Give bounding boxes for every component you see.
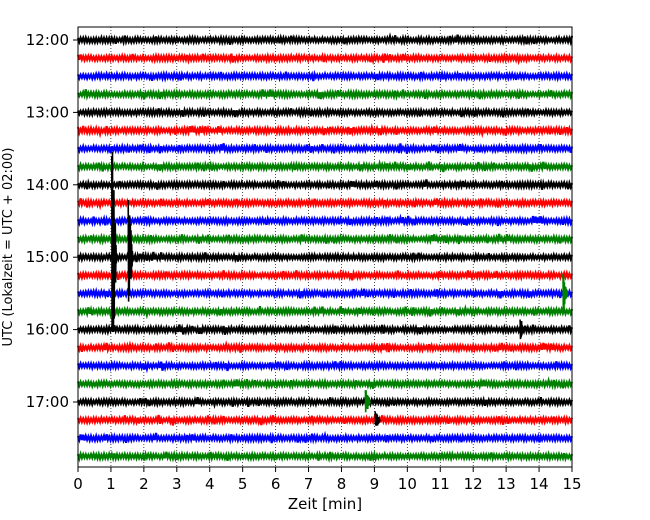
y-axis-ticks: 12:00 13:00 14:00 15:00 16:00 17:00 <box>26 31 78 411</box>
vertical-grid <box>110 27 540 467</box>
trace-line <box>76 303 574 320</box>
x-tick-label: 10 <box>398 475 417 493</box>
trace-line <box>76 69 574 83</box>
y-tick-label: 15:00 <box>26 248 69 266</box>
trace-line <box>76 51 574 66</box>
trace-line <box>76 123 574 139</box>
trace-line <box>76 395 574 410</box>
plot-frame <box>77 26 573 468</box>
trace-line <box>76 268 574 283</box>
y-tick-label: 12:00 <box>26 31 69 49</box>
x-tick-label: 11 <box>431 475 450 493</box>
trace-group <box>76 32 574 464</box>
x-tick-label: 12 <box>464 475 483 493</box>
trace-line <box>76 286 574 301</box>
x-tick-label: 6 <box>271 475 281 493</box>
trace-line <box>76 32 574 47</box>
x-tick-label: 8 <box>337 475 347 493</box>
event-spike <box>111 151 118 330</box>
x-tick-label: 5 <box>238 475 248 493</box>
x-tick-label: 7 <box>304 475 314 493</box>
event-spike <box>364 390 371 413</box>
trace-line <box>76 322 574 337</box>
x-tick-label: 9 <box>370 475 380 493</box>
y-axis-label: UTC (Lokalzeit = UTC + 02:00) <box>1 148 16 347</box>
x-tick-label: 1 <box>106 475 116 493</box>
trace-line <box>76 196 574 211</box>
x-tick-label: 13 <box>497 475 516 493</box>
x-tick-label: 4 <box>205 475 215 493</box>
trace-line <box>76 159 574 174</box>
y-tick-label: 14:00 <box>26 176 69 194</box>
trace-line <box>76 359 574 374</box>
y-tick-label: 17:00 <box>26 393 69 411</box>
x-tick-label: 0 <box>73 475 83 493</box>
event-spike <box>374 411 381 426</box>
y-tick-label: 16:00 <box>26 321 69 339</box>
event-spike <box>562 273 569 310</box>
trace-line <box>76 178 574 192</box>
trace-line <box>76 376 574 391</box>
x-axis-ticks: 0 1 2 3 4 5 6 7 8 9 10 11 12 13 14 15 <box>73 467 582 493</box>
trace-line <box>76 105 574 119</box>
x-tick-label: 2 <box>139 475 149 493</box>
trace-line <box>76 340 574 355</box>
trace-line <box>76 87 574 102</box>
event-spike <box>127 199 134 302</box>
trace-line <box>76 250 574 264</box>
x-tick-label: 14 <box>530 475 549 493</box>
trace-line <box>76 449 574 464</box>
event-spike <box>519 319 526 340</box>
trace-line <box>76 142 574 156</box>
x-axis-label: Zeit [min] <box>288 495 362 513</box>
x-tick-label: 3 <box>172 475 182 493</box>
y-tick-label: 13:00 <box>26 103 69 121</box>
x-tick-label: 15 <box>562 475 581 493</box>
trace-line <box>76 213 574 228</box>
trace-line <box>76 232 574 246</box>
trace-line <box>76 413 574 427</box>
trace-line <box>76 430 574 445</box>
